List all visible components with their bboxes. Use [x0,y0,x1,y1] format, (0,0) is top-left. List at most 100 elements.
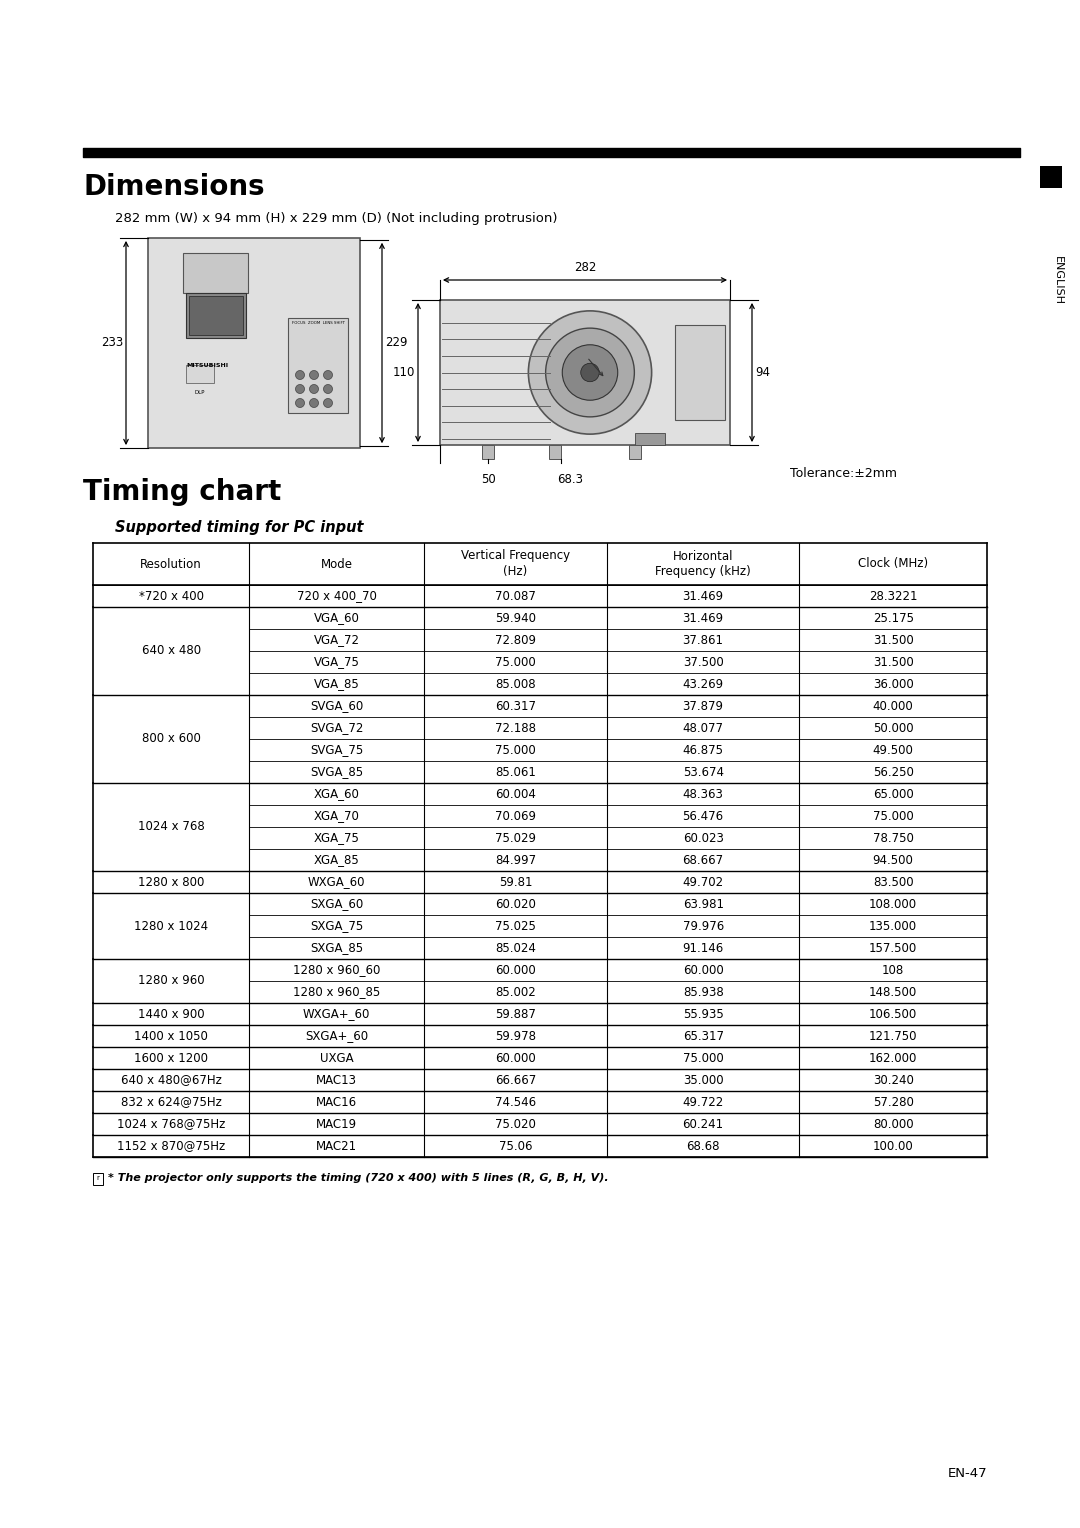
Text: 85.008: 85.008 [495,677,536,691]
Text: 46.875: 46.875 [683,744,724,756]
Text: SXGA_85: SXGA_85 [310,941,363,955]
Text: 75.000: 75.000 [873,810,914,822]
Text: 59.940: 59.940 [495,611,536,625]
Text: 110: 110 [393,367,415,379]
Text: 75.029: 75.029 [495,831,536,845]
Text: Vertical Frequency
(Hz): Vertical Frequency (Hz) [461,550,570,579]
Text: 78.750: 78.750 [873,831,914,845]
Text: 85.002: 85.002 [495,986,536,998]
Text: 57.280: 57.280 [873,1096,914,1108]
Text: FOCUS  ZOOM  LENS SHIFT: FOCUS ZOOM LENS SHIFT [292,321,345,325]
Text: XGA_85: XGA_85 [314,854,360,866]
Text: SVGA_72: SVGA_72 [310,721,363,735]
Text: *720 x 400: *720 x 400 [138,590,204,602]
Text: 75.000: 75.000 [495,656,536,669]
Text: VGA_60: VGA_60 [313,611,360,625]
Text: 108: 108 [882,964,904,976]
Text: 60.241: 60.241 [683,1117,724,1131]
Text: 640 x 480: 640 x 480 [141,645,201,657]
Text: * The projector only supports the timing (720 x 400) with 5 lines (R, G, B, H, V: * The projector only supports the timing… [108,1174,609,1183]
Text: 49.500: 49.500 [873,744,914,756]
Text: 640 x 480@67Hz: 640 x 480@67Hz [121,1074,221,1086]
Text: VGA_85: VGA_85 [314,677,360,691]
Text: 1400 x 1050: 1400 x 1050 [134,1030,208,1042]
Circle shape [310,385,319,394]
Text: 135.000: 135.000 [869,920,917,932]
Text: 1280 x 960_60: 1280 x 960_60 [293,964,380,976]
Text: 1440 x 900: 1440 x 900 [138,1007,204,1021]
Bar [675,325,725,420]
Text: VGA_72: VGA_72 [313,634,360,646]
Text: 233: 233 [100,336,123,350]
Text: 108.000: 108.000 [869,897,917,911]
Text: 56.250: 56.250 [873,766,914,778]
Text: 59.887: 59.887 [495,1007,536,1021]
Text: 75.06: 75.06 [499,1140,532,1152]
Text: SVGA_75: SVGA_75 [310,744,363,756]
Text: 74.546: 74.546 [495,1096,536,1108]
Text: SVGA_60: SVGA_60 [310,700,363,712]
Text: 48.077: 48.077 [683,721,724,735]
Text: 48.363: 48.363 [683,787,724,801]
Text: Resolution: Resolution [140,558,202,570]
Text: 60.000: 60.000 [495,964,536,976]
Text: MAC19: MAC19 [316,1117,357,1131]
Text: MAC13: MAC13 [316,1074,357,1086]
Bar [189,296,243,335]
Text: 75.000: 75.000 [683,1051,724,1065]
Text: 832 x 624@75Hz: 832 x 624@75Hz [121,1096,221,1108]
Text: 35.000: 35.000 [683,1074,724,1086]
Circle shape [581,364,599,382]
Bar [549,445,561,458]
Text: UXGA: UXGA [320,1051,353,1065]
Text: ENGLISH: ENGLISH [1053,255,1063,304]
Text: WXGA+_60: WXGA+_60 [302,1007,370,1021]
Text: 60.020: 60.020 [495,897,536,911]
Text: Clock (MHz): Clock (MHz) [859,558,928,570]
Text: 106.500: 106.500 [869,1007,917,1021]
Text: 31.500: 31.500 [873,634,914,646]
Text: 40.000: 40.000 [873,700,914,712]
Text: 49.722: 49.722 [683,1096,724,1108]
Text: 1024 x 768: 1024 x 768 [138,821,204,833]
Text: Dimensions: Dimensions [83,173,265,202]
Bar [186,365,214,384]
Text: DLP: DLP [194,390,205,396]
Text: 56.476: 56.476 [683,810,724,822]
Text: 60.000: 60.000 [683,964,724,976]
Text: 100.00: 100.00 [873,1140,914,1152]
Text: Supported timing for PC input: Supported timing for PC input [114,520,364,535]
Text: 72.188: 72.188 [495,721,536,735]
Text: 31.469: 31.469 [683,611,724,625]
Text: 85.061: 85.061 [495,766,536,778]
Text: 68.68: 68.68 [687,1140,720,1152]
Circle shape [528,310,651,434]
Text: 1280 x 800: 1280 x 800 [138,876,204,888]
Circle shape [296,385,305,394]
Circle shape [563,345,618,400]
Text: r: r [96,1175,99,1181]
Text: WXGA_60: WXGA_60 [308,876,365,888]
Text: 70.069: 70.069 [495,810,536,822]
Text: 282 mm (W) x 94 mm (H) x 229 mm (D) (Not including protrusion): 282 mm (W) x 94 mm (H) x 229 mm (D) (Not… [114,212,557,225]
Text: 50: 50 [481,474,496,486]
Bar [288,318,348,413]
Bar [440,299,730,445]
Circle shape [310,370,319,379]
Text: 36.000: 36.000 [873,677,914,691]
Text: 53.674: 53.674 [683,766,724,778]
Text: 72.809: 72.809 [495,634,536,646]
Text: MAC16: MAC16 [316,1096,357,1108]
Text: 85.938: 85.938 [683,986,724,998]
Text: 162.000: 162.000 [869,1051,917,1065]
Text: 94: 94 [755,367,770,379]
Text: 60.000: 60.000 [495,1051,536,1065]
Text: 49.702: 49.702 [683,876,724,888]
Text: 37.500: 37.500 [683,656,724,669]
Text: 1280 x 960: 1280 x 960 [138,975,204,987]
Text: 68.3: 68.3 [557,474,583,486]
Circle shape [296,370,305,379]
Text: Timing chart: Timing chart [83,478,281,506]
Text: 68.667: 68.667 [683,854,724,866]
Text: 75.020: 75.020 [495,1117,536,1131]
